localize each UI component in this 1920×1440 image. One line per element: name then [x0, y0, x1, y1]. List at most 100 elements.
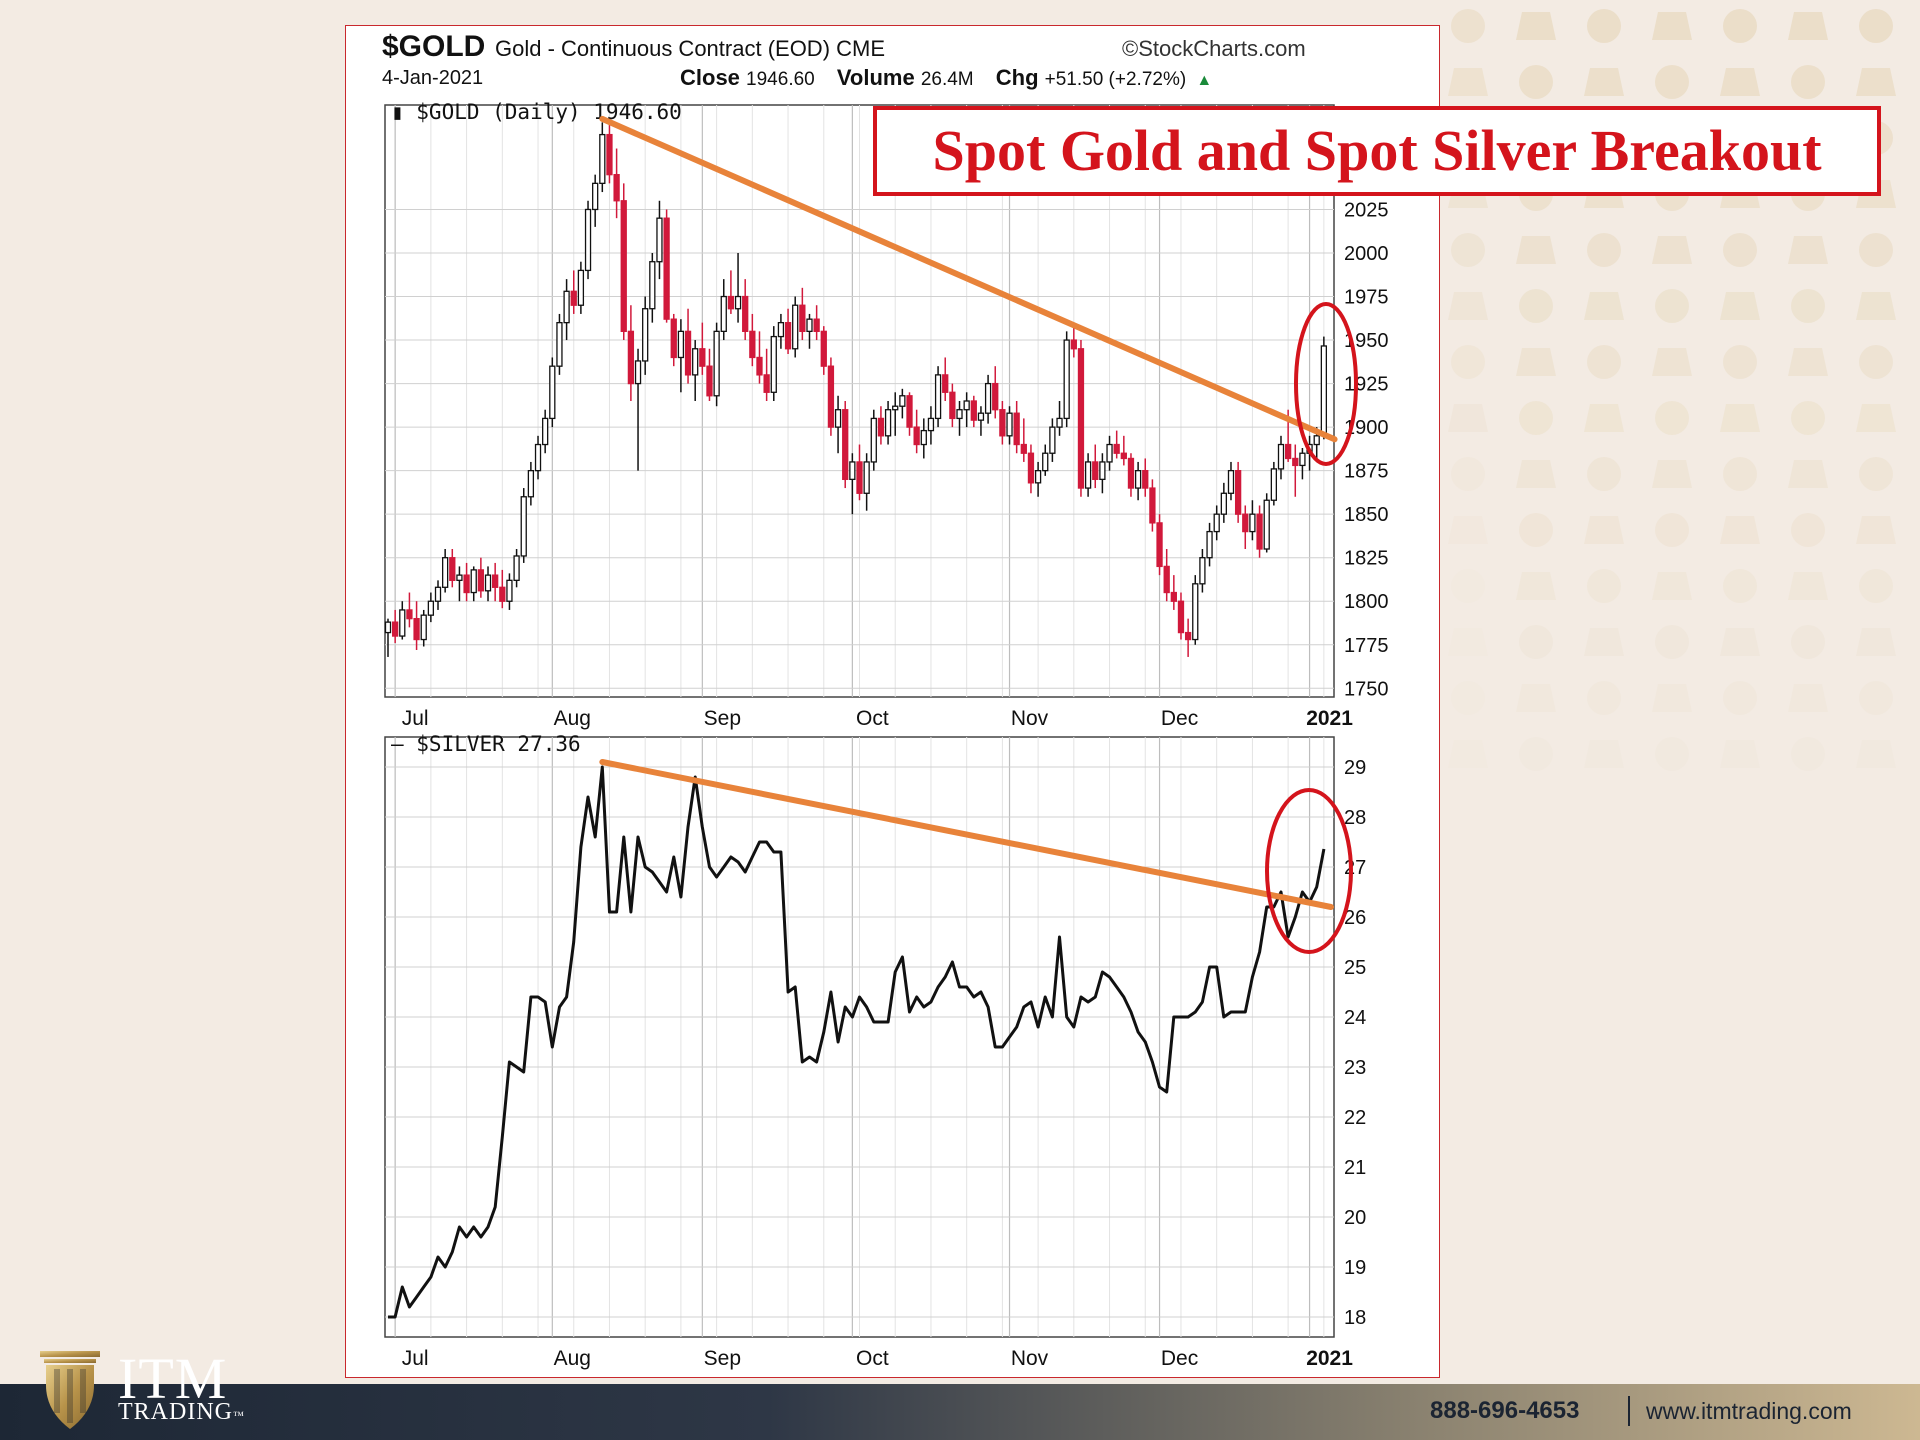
pattern-bar: [1516, 236, 1556, 264]
candle-body: [820, 330, 827, 367]
pattern-circle: [1859, 457, 1893, 491]
candle-body: [463, 574, 470, 594]
candle-body: [642, 308, 649, 362]
pattern-bar: [1856, 516, 1896, 544]
candle-body: [1184, 631, 1192, 641]
candle-body: [713, 330, 720, 397]
candle-body: [977, 412, 985, 421]
candle-body: [677, 330, 685, 359]
pattern-bar: [1448, 292, 1488, 320]
candle-body: [734, 295, 742, 310]
pattern-circle: [1587, 569, 1621, 603]
candle-body: [884, 409, 892, 437]
candle-body: [934, 374, 942, 420]
phone-number[interactable]: 888-696-4653: [1430, 1397, 1580, 1424]
candle-body: [1006, 412, 1013, 437]
pattern-bar: [1788, 12, 1828, 40]
candle-body: [963, 400, 970, 411]
pattern-bar: [1856, 68, 1896, 96]
candle-body: [906, 395, 913, 428]
candle-body: [506, 579, 513, 602]
candle-body: [527, 469, 535, 498]
pattern-circle: [1519, 65, 1553, 99]
pattern-bar: [1788, 348, 1828, 376]
candle-body: [984, 382, 992, 414]
pattern-bar: [1448, 516, 1488, 544]
x-tick-label: Sep: [704, 1347, 741, 1370]
pattern-bar: [1516, 12, 1556, 40]
pattern-circle: [1519, 401, 1553, 435]
footer-separator: [1628, 1396, 1630, 1426]
candle-body: [649, 261, 656, 310]
candle-body: [656, 217, 663, 263]
pattern-circle: [1791, 289, 1825, 323]
silver-breakout-circle: [1265, 788, 1353, 954]
candle-body: [484, 574, 492, 592]
candle-body: [706, 365, 713, 397]
candle-body: [834, 409, 842, 428]
candle-body: [1170, 591, 1177, 602]
pattern-bar: [1652, 460, 1692, 488]
candle-body: [784, 321, 792, 350]
candle-body: [627, 330, 635, 385]
candle-body: [477, 569, 485, 592]
candle-body: [620, 200, 627, 333]
pattern-circle: [1859, 345, 1893, 379]
pattern-bar: [1584, 404, 1624, 432]
pattern-circle: [1723, 345, 1757, 379]
background-pattern: [1448, 9, 1896, 771]
candle-body: [442, 557, 449, 588]
candle-body: [592, 182, 599, 211]
pattern-circle: [1723, 569, 1757, 603]
pattern-bar: [1856, 740, 1896, 768]
logo-itm-text: ITM: [118, 1346, 228, 1411]
candle-body: [492, 574, 499, 588]
candle-body: [613, 173, 620, 202]
y-tick-label: 20: [1344, 1207, 1366, 1229]
gold-trendline: [599, 115, 1338, 443]
candle-body: [513, 555, 520, 581]
pattern-circle: [1791, 513, 1825, 547]
candle-body: [1127, 457, 1135, 489]
candle-body: [727, 295, 735, 310]
candle-body: [1099, 461, 1106, 481]
pattern-circle: [1859, 681, 1893, 715]
x-tick-label: 2021: [1306, 1347, 1353, 1370]
pattern-circle: [1655, 289, 1689, 323]
pattern-circle: [1655, 401, 1689, 435]
candle-body: [1206, 530, 1213, 559]
pattern-bar: [1652, 684, 1692, 712]
y-tick-label: 2025: [1344, 199, 1389, 221]
y-tick-label: 1875: [1344, 461, 1389, 483]
y-tick-label: 1975: [1344, 287, 1389, 309]
pattern-bar: [1584, 292, 1624, 320]
itm-trading-logo: ITM TRADING™: [38, 1345, 268, 1435]
candle-body: [1063, 339, 1070, 420]
pattern-bar: [1584, 516, 1624, 544]
candle-body: [556, 321, 563, 367]
y-tick-label: 29: [1344, 757, 1366, 779]
candle-body: [570, 290, 577, 306]
chg-label: Chg: [995, 65, 1039, 90]
y-tick-label: 1800: [1344, 591, 1389, 613]
pattern-bar: [1856, 292, 1896, 320]
pattern-bar: [1584, 628, 1624, 656]
pattern-circle: [1791, 625, 1825, 659]
pattern-bar: [1584, 740, 1624, 768]
candle-body: [384, 621, 392, 634]
candle-body: [449, 557, 456, 581]
candle-body: [1249, 513, 1256, 533]
pattern-circle: [1723, 457, 1757, 491]
pattern-circle: [1587, 233, 1621, 267]
candle-body: [1213, 513, 1220, 533]
candle-body: [670, 318, 677, 359]
y-tick-label: 19: [1344, 1257, 1366, 1279]
y-tick-label: 1950: [1344, 330, 1389, 352]
pattern-bar: [1788, 460, 1828, 488]
website-link[interactable]: www.itmtrading.com: [1646, 1398, 1852, 1424]
pattern-circle: [1451, 681, 1485, 715]
y-tick-label: 24: [1344, 1007, 1366, 1029]
candle-body: [520, 496, 527, 557]
y-tick-label: 1850: [1344, 504, 1389, 526]
pattern-circle: [1791, 737, 1825, 771]
